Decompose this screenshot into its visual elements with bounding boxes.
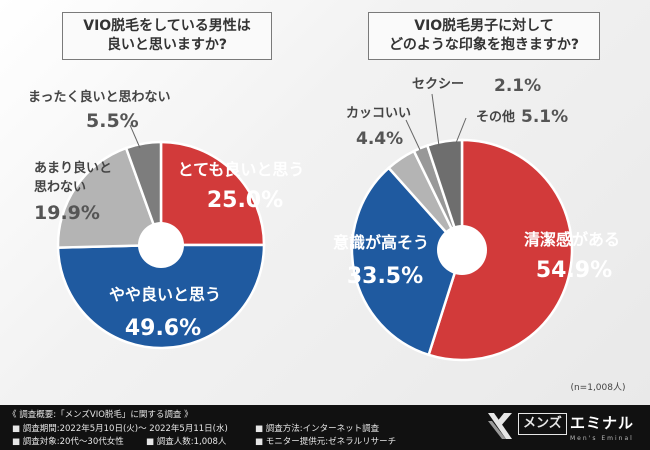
chart1-slice-0 (159, 140, 266, 247)
footer-heading: 《 調査概要:「メンズVIO脱毛」に関する調査 》 (8, 410, 193, 420)
chart1-value-very-good: 25.0% (207, 188, 283, 213)
chart1-label-somewhat-good: やや良いと思う (109, 285, 221, 304)
chart2-value-conscious: 33.5% (347, 264, 423, 289)
footer: 《 調査概要:「メンズVIO脱毛」に関する調査 》 ■ 調査期間:2022年5月… (0, 405, 650, 450)
brand-logo: メンズ エミナル Men's Eminal (486, 409, 642, 446)
chart1-label-very-good: とても良いと思う (178, 160, 305, 179)
sample-size-note: (n=1,008人) (570, 382, 625, 393)
chart2-slice-4 (425, 138, 464, 251)
chart1-value-not-very-good: 19.9% (34, 202, 100, 224)
logo-mark-icon (488, 413, 512, 439)
chart1-leader-not-at-all (129, 124, 141, 149)
chart1-title-line1: VIO脱毛をしている男性は (83, 18, 251, 34)
chart2-title-line1: VIO脱毛男子に対して (414, 18, 554, 34)
logo-word-eminal: エミナル (570, 414, 635, 432)
footer-provider: ■ モニター提供元:ゼネラルリサーチ (255, 437, 397, 447)
chart2-label-conscious: 意識が高そう (333, 233, 429, 252)
footer-period: ■ 調査期間:2022年5月10日(火)〜 2022年5月11日(水) (12, 424, 228, 434)
chart1-pie (56, 140, 266, 350)
chart2-label-clean: 清潔感がある (524, 230, 620, 249)
chart1-slice-3 (124, 140, 163, 246)
chart2-value-other: 5.1% (521, 107, 568, 127)
chart2-leader-other (455, 117, 467, 144)
footer-target: ■ 調査対象:20代〜30代女性 (12, 437, 124, 447)
chart2-title-line2: どのような印象を抱きますか? (388, 37, 580, 53)
chart1-value-somewhat-good: 49.6% (125, 316, 201, 341)
pie-charts: とても良いと思う 25.0% やや良いと思う 49.6% あまり良いと 思わない… (28, 76, 626, 393)
chart2-leader-sexy (431, 93, 440, 147)
logo-subtitle: Men's Eminal (570, 435, 634, 442)
chart2-pie (350, 138, 574, 362)
chart1-title: VIO脱毛をしている男性は 良いと思いますか? (62, 12, 272, 60)
chart1-slice-1 (56, 243, 266, 350)
chart2-label-cool: カッコいい (346, 106, 411, 121)
chart1-label-not-at-all: まったく良いと思わない (28, 89, 170, 105)
chart1-slice-2 (56, 146, 163, 249)
chart1-center-hole (138, 222, 184, 268)
chart1-value-not-at-all: 5.5% (86, 110, 139, 132)
chart2-value-cool: 4.4% (356, 129, 403, 149)
chart2-value-clean: 54.9% (536, 258, 612, 283)
chart2-label-sexy: セクシー (412, 77, 464, 92)
chart2-leader-cool (405, 119, 421, 151)
footer-count: ■ 調査人数:1,008人 (146, 437, 227, 447)
chart2-slice-0 (427, 138, 574, 362)
chart2-label-other: その他 (476, 109, 515, 125)
chart1-label-not-very-good-2: 思わない (34, 180, 86, 195)
chart1-title-line2: 良いと思いますか? (106, 37, 228, 53)
footer-method: ■ 調査方法:インターネット調査 (255, 424, 380, 434)
logo-word-mens: メンズ (518, 413, 567, 435)
chart1-label-not-very-good-1: あまり良いと (34, 160, 112, 176)
chart2-title: VIO脱毛男子に対して どのような印象を抱きますか? (368, 12, 600, 60)
chart2-slice-1 (350, 166, 464, 357)
chart2-value-sexy: 2.1% (494, 76, 541, 96)
chart2-center-hole (437, 225, 487, 275)
